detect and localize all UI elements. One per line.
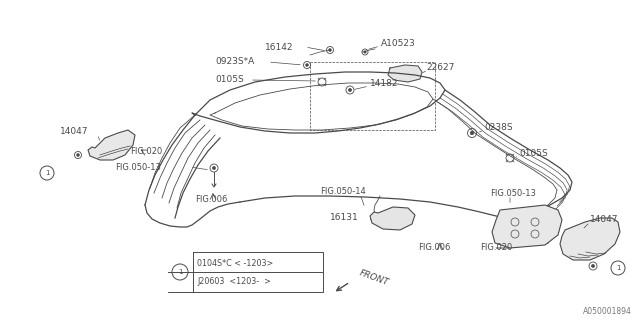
Circle shape <box>328 49 332 52</box>
Text: FIG.020: FIG.020 <box>130 148 163 156</box>
Text: 16142: 16142 <box>265 43 294 52</box>
Text: 14182: 14182 <box>370 79 399 89</box>
Text: 0105S: 0105S <box>519 148 548 157</box>
Text: 1: 1 <box>45 170 49 176</box>
Text: A10523: A10523 <box>381 39 416 49</box>
Polygon shape <box>560 218 620 260</box>
Text: 16131: 16131 <box>330 213 359 222</box>
Text: FIG.050-13: FIG.050-13 <box>490 188 536 197</box>
Polygon shape <box>492 205 562 248</box>
Text: A050001894: A050001894 <box>583 307 632 316</box>
Circle shape <box>470 131 474 135</box>
Text: 0238S: 0238S <box>484 124 513 132</box>
Text: FIG.020: FIG.020 <box>480 244 512 252</box>
Text: FIG.006: FIG.006 <box>418 244 451 252</box>
Polygon shape <box>388 65 422 82</box>
Text: 14047: 14047 <box>590 215 618 225</box>
Circle shape <box>77 154 79 156</box>
Text: 22627: 22627 <box>426 63 454 73</box>
Circle shape <box>364 51 366 53</box>
Text: 1: 1 <box>616 265 620 271</box>
Circle shape <box>591 264 595 268</box>
Text: 0105S: 0105S <box>215 76 244 84</box>
Text: 0923S*A: 0923S*A <box>215 58 254 67</box>
Bar <box>168 252 193 292</box>
Text: J20603  <1203-  >: J20603 <1203- > <box>197 277 271 286</box>
Text: FIG.006: FIG.006 <box>195 196 227 204</box>
Circle shape <box>306 64 308 67</box>
Polygon shape <box>370 207 415 230</box>
Circle shape <box>212 166 216 170</box>
Text: 1: 1 <box>178 269 182 275</box>
Text: 14047: 14047 <box>60 127 88 137</box>
Text: FIG.050-14: FIG.050-14 <box>320 188 365 196</box>
Text: FIG.050-13: FIG.050-13 <box>115 163 161 172</box>
Circle shape <box>348 88 351 92</box>
Bar <box>168 252 323 292</box>
Text: FRONT: FRONT <box>358 268 390 287</box>
Polygon shape <box>88 130 135 160</box>
Text: 0104S*C < -1203>: 0104S*C < -1203> <box>197 259 273 268</box>
